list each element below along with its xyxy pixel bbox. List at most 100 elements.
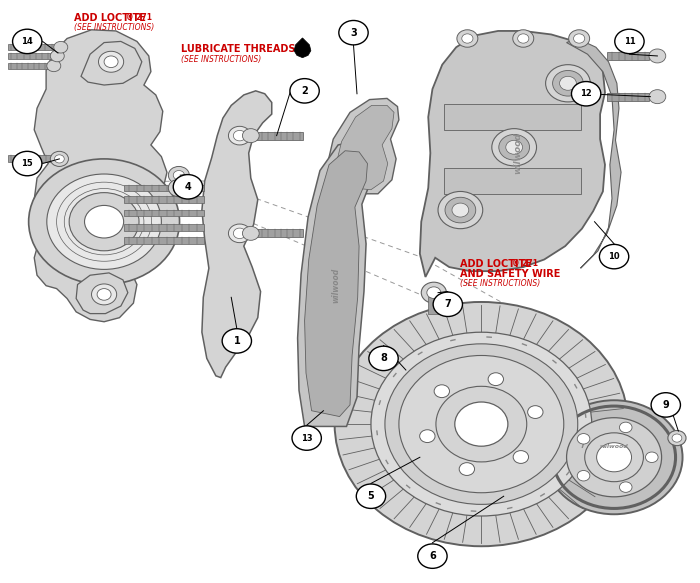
Circle shape <box>13 152 42 175</box>
Text: ® 271: ® 271 <box>512 259 538 268</box>
Polygon shape <box>202 91 272 378</box>
Circle shape <box>492 129 536 166</box>
Circle shape <box>559 76 576 90</box>
Circle shape <box>438 191 483 229</box>
Circle shape <box>242 129 259 143</box>
Text: ADD LOCTITE: ADD LOCTITE <box>74 13 146 23</box>
Circle shape <box>545 65 590 102</box>
Circle shape <box>13 29 42 54</box>
Circle shape <box>566 417 662 497</box>
Text: LUBRICATE THREADS: LUBRICATE THREADS <box>181 44 295 54</box>
Bar <box>428 297 440 314</box>
Circle shape <box>385 344 578 504</box>
Circle shape <box>545 401 682 514</box>
Circle shape <box>233 228 246 238</box>
Circle shape <box>69 192 139 251</box>
Circle shape <box>573 34 584 43</box>
Circle shape <box>99 51 124 72</box>
Circle shape <box>513 451 528 463</box>
Polygon shape <box>81 41 142 85</box>
Polygon shape <box>304 151 368 416</box>
Polygon shape <box>326 99 399 194</box>
Circle shape <box>92 284 117 305</box>
Circle shape <box>50 50 64 62</box>
Circle shape <box>356 484 386 508</box>
Text: 9: 9 <box>662 400 669 410</box>
Bar <box>444 168 580 194</box>
Circle shape <box>50 152 69 167</box>
Bar <box>8 156 51 163</box>
Polygon shape <box>76 273 128 314</box>
Bar <box>251 132 303 140</box>
Circle shape <box>649 90 666 104</box>
Circle shape <box>513 30 533 47</box>
Circle shape <box>418 544 447 568</box>
Circle shape <box>292 426 321 450</box>
Circle shape <box>421 282 447 303</box>
Text: AND SAFETY WIRE: AND SAFETY WIRE <box>461 269 561 279</box>
Circle shape <box>488 373 503 385</box>
Text: 13: 13 <box>301 434 312 442</box>
Circle shape <box>620 482 632 493</box>
Circle shape <box>97 289 111 300</box>
Bar <box>444 104 580 130</box>
Circle shape <box>47 174 162 269</box>
Bar <box>124 196 204 203</box>
Circle shape <box>371 332 592 516</box>
Circle shape <box>599 244 629 269</box>
Bar <box>607 52 649 60</box>
Text: 8: 8 <box>380 353 387 363</box>
Circle shape <box>228 127 251 145</box>
Circle shape <box>571 82 601 106</box>
Circle shape <box>427 287 441 298</box>
Text: wilwood: wilwood <box>600 444 629 449</box>
Text: 5: 5 <box>368 491 374 501</box>
Circle shape <box>104 56 118 68</box>
Bar <box>8 52 52 59</box>
Bar <box>124 185 204 191</box>
Circle shape <box>596 442 631 472</box>
Circle shape <box>649 49 666 63</box>
Circle shape <box>645 452 658 462</box>
Circle shape <box>584 433 643 482</box>
Circle shape <box>174 174 202 199</box>
Polygon shape <box>294 38 311 58</box>
Text: 4: 4 <box>185 182 191 192</box>
Circle shape <box>668 430 686 445</box>
Circle shape <box>420 430 435 442</box>
Polygon shape <box>566 38 621 268</box>
Circle shape <box>651 393 680 417</box>
Circle shape <box>499 135 529 160</box>
Circle shape <box>55 155 64 163</box>
Polygon shape <box>336 106 394 189</box>
Text: 7: 7 <box>444 299 452 310</box>
Text: (SEE INSTRUCTIONS): (SEE INSTRUCTIONS) <box>74 23 154 32</box>
Circle shape <box>445 197 476 223</box>
Circle shape <box>672 434 682 442</box>
Polygon shape <box>34 30 167 322</box>
Polygon shape <box>298 142 374 426</box>
Text: 14: 14 <box>22 37 33 46</box>
Circle shape <box>169 167 189 184</box>
Text: ADD LOCTITE: ADD LOCTITE <box>461 259 532 269</box>
Bar <box>124 237 204 244</box>
Circle shape <box>433 292 463 317</box>
Circle shape <box>54 41 68 53</box>
Circle shape <box>339 20 368 45</box>
Circle shape <box>369 346 398 371</box>
Text: wilwood: wilwood <box>513 132 522 174</box>
Polygon shape <box>420 31 605 277</box>
Circle shape <box>233 131 246 141</box>
Circle shape <box>242 226 259 240</box>
Circle shape <box>290 79 319 103</box>
Circle shape <box>434 385 449 398</box>
Circle shape <box>459 463 475 476</box>
Circle shape <box>174 183 184 192</box>
Text: 6: 6 <box>429 551 436 561</box>
Circle shape <box>85 205 124 238</box>
Circle shape <box>528 406 543 419</box>
Circle shape <box>47 60 61 72</box>
Text: 10: 10 <box>608 252 620 261</box>
Circle shape <box>568 30 589 47</box>
Bar <box>607 93 649 101</box>
